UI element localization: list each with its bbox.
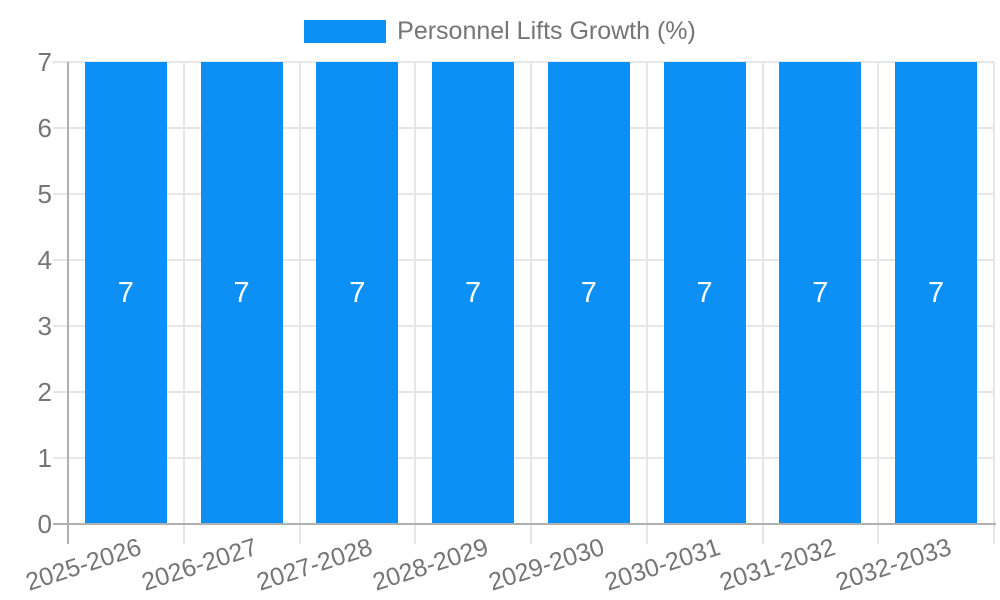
bar[interactable]: 7 xyxy=(895,62,978,524)
bar-value-label: 7 xyxy=(349,276,366,309)
bar[interactable]: 7 xyxy=(200,62,283,524)
v-gridline xyxy=(645,62,648,544)
bar-value-label: 7 xyxy=(580,276,597,309)
v-gridline xyxy=(414,62,417,544)
y-tick-label: 0 xyxy=(37,509,52,539)
y-tick-label: 5 xyxy=(37,179,52,209)
v-gridline xyxy=(761,62,764,544)
bar-value-label: 7 xyxy=(465,276,482,309)
plot-area: 7 7 7 7 7 7 7 7 xyxy=(53,61,996,544)
legend-swatch xyxy=(304,20,387,43)
bar-value-label: 7 xyxy=(117,276,134,309)
y-tick-label: 7 xyxy=(37,47,52,77)
y-tick-label: 1 xyxy=(37,443,52,473)
bar[interactable]: 7 xyxy=(547,62,630,524)
v-gridline xyxy=(993,62,995,544)
h-gridline xyxy=(53,391,994,393)
y-tick-label: 6 xyxy=(37,113,52,143)
h-gridline xyxy=(53,61,994,63)
bar[interactable]: 7 xyxy=(432,62,515,524)
y-tick-label: 3 xyxy=(37,311,52,341)
h-gridline xyxy=(53,193,994,195)
legend: Personnel Lifts Growth (%) xyxy=(0,18,1000,45)
h-gridline xyxy=(53,127,994,129)
y-tick-label: 4 xyxy=(37,245,52,275)
v-gridline xyxy=(530,62,532,544)
bar[interactable]: 7 xyxy=(779,62,862,524)
bar[interactable]: 7 xyxy=(316,62,399,524)
h-gridline xyxy=(53,325,994,327)
bar-value-label: 7 xyxy=(928,276,945,309)
bar-value-label: 7 xyxy=(812,276,829,309)
bar[interactable]: 7 xyxy=(84,62,167,524)
bar-value-label: 7 xyxy=(233,276,250,309)
y-tick-label: 2 xyxy=(37,377,52,407)
bar[interactable]: 7 xyxy=(663,62,746,524)
h-gridline xyxy=(53,259,994,261)
v-gridline xyxy=(298,62,301,544)
h-gridline xyxy=(53,457,994,459)
y-axis-line xyxy=(67,62,69,544)
bar-value-label: 7 xyxy=(696,276,713,309)
v-gridline xyxy=(877,62,880,544)
legend-label: Personnel Lifts Growth (%) xyxy=(397,17,696,45)
v-gridline xyxy=(182,62,185,544)
x-axis-line xyxy=(53,523,996,525)
